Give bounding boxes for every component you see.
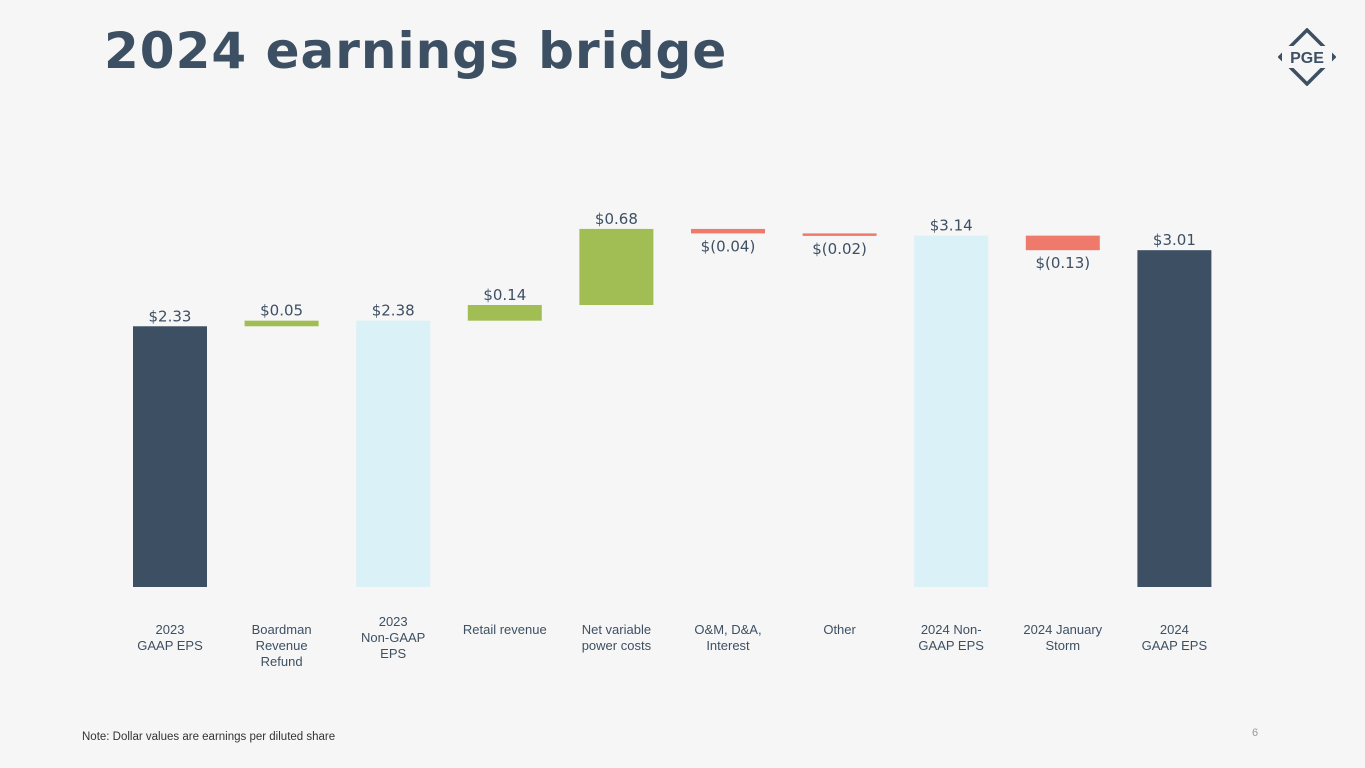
category-label-9: 2024 GAAP EPS (1141, 622, 1208, 653)
bar-5 (691, 228, 765, 234)
data-label-4: $0.68 (595, 210, 638, 228)
bar-6 (802, 233, 877, 236)
waterfall-chart: $2.33 $0.05 $2.38 $0.14 $0.68 $(0.04) $(0.02) $… (133, 210, 1212, 587)
category-label-4: Net variable power costs (581, 622, 652, 653)
category-label-5: O&M, D&A, Interest (694, 622, 762, 653)
bar-8 (1025, 235, 1100, 251)
category-label-0: 2023 GAAP EPS (137, 622, 203, 653)
data-label-7: $3.14 (930, 217, 973, 235)
footnote: Note: Dollar values are earnings per dil… (82, 731, 336, 743)
category-label-8: 2024 January Storm (1023, 622, 1103, 653)
bar-1 (244, 320, 319, 327)
data-label-1: $0.05 (260, 302, 303, 320)
bar-9 (1137, 250, 1212, 587)
data-label-5: $(0.04) (701, 237, 756, 255)
bar-0 (133, 326, 207, 587)
category-label-1: Boardman Revenue Refund (251, 622, 312, 669)
data-label-0: $2.33 (149, 307, 192, 325)
page-title: 2024 earnings bridge (104, 22, 728, 80)
logo-text: PGE (1290, 50, 1324, 67)
data-label-3: $0.14 (483, 286, 526, 304)
category-label-7: 2024 Non- GAAP EPS (918, 622, 984, 653)
data-label-6: $(0.02) (812, 240, 867, 258)
bar-2 (356, 320, 431, 587)
data-label-2: $2.38 (372, 302, 415, 320)
page-number: 6 (1252, 727, 1259, 739)
category-label-3: Retail revenue (462, 622, 547, 637)
pge-logo: PGE (1278, 28, 1336, 86)
data-label-9: $3.01 (1153, 231, 1196, 249)
bar-3 (467, 305, 542, 321)
category-label-2: 2023 Non-GAAP EPS (361, 614, 426, 661)
data-label-8: $(0.13) (1035, 254, 1090, 272)
category-label-6: Other (823, 622, 856, 637)
bar-7 (914, 235, 989, 587)
bar-4 (579, 228, 654, 306)
